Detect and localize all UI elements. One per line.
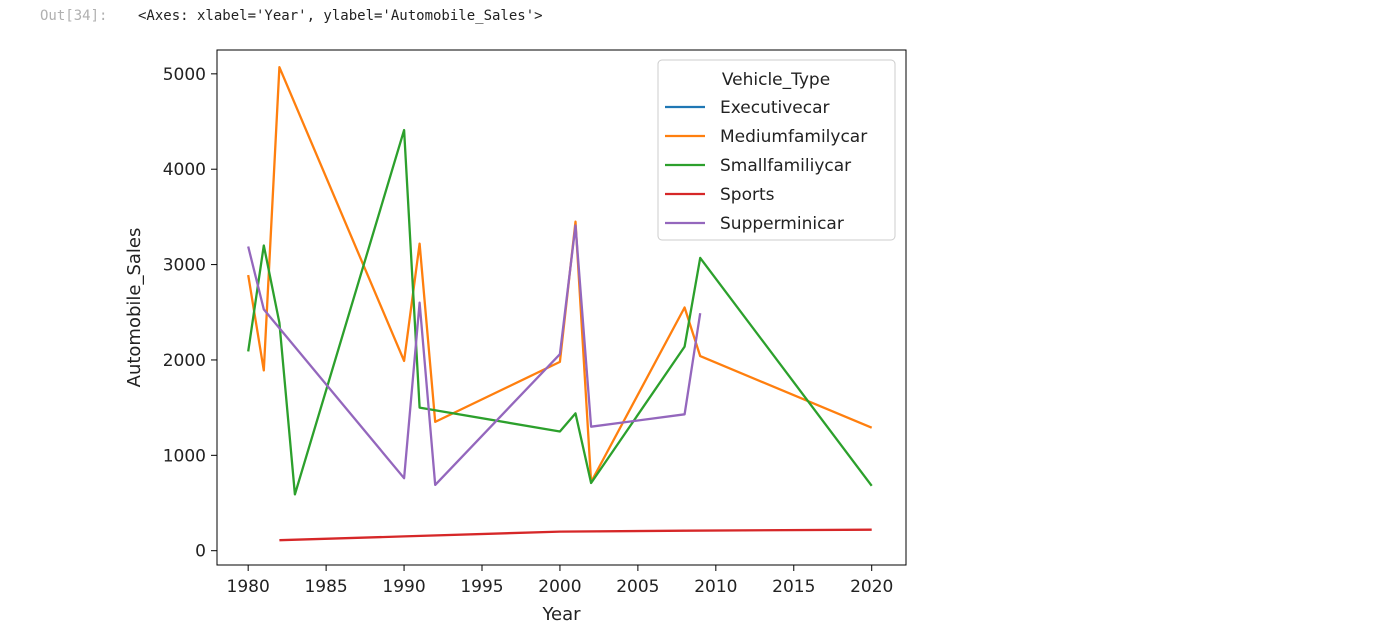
series-line-smallfamiliycar [247,128,873,496]
y-tick-label: 4000 [163,160,206,180]
x-tick-label: 2020 [850,577,893,597]
legend-entry: Mediumfamilycar [720,127,867,147]
y-tick-label: 2000 [163,351,206,371]
x-tick-label: 1985 [304,577,347,597]
x-tick-label: 2010 [694,577,737,597]
series-lines [247,66,873,542]
y-tick-label: 5000 [163,65,206,85]
legend-title: Vehicle_Type [722,70,830,90]
x-tick-label: 2005 [616,577,659,597]
x-axis-ticks: 1980 1985 1990 1995 2000 2005 2010 2015 2020 [227,565,893,597]
output-text: <Axes: xlabel='Year', ylabel='Automobile… [138,8,543,24]
series-line-supperminicar [247,224,702,487]
legend-entry: Executivecar [720,98,830,118]
legend-box [657,59,896,241]
x-tick-label: 2015 [772,577,815,597]
x-axis-label: Year [541,604,581,625]
legend-entry: Smallfamiliycar [720,156,851,176]
y-tick-label: 3000 [163,256,206,276]
y-axis-label: Automobile_Sales [124,228,145,388]
x-tick-label: 1995 [460,577,503,597]
series-line-mediumfamilycar [247,66,873,484]
y-tick-label: 1000 [163,446,206,466]
y-axis-ticks: 0 1000 2000 3000 4000 5000 [163,65,217,562]
x-tick-label: 2000 [538,577,581,597]
legend: Vehicle_Type Executivecar Mediumfamilycar S… [657,59,896,241]
legend-entry: Sports [720,185,775,205]
series-line-sports [279,528,872,542]
x-tick-label: 1990 [382,577,425,597]
plot-frame [216,49,907,566]
x-tick-label: 1980 [227,577,270,597]
legend-entry: Supperminicar [720,214,844,234]
y-tick-label: 0 [195,542,206,562]
output-prompt: Out[34]: [40,8,108,24]
